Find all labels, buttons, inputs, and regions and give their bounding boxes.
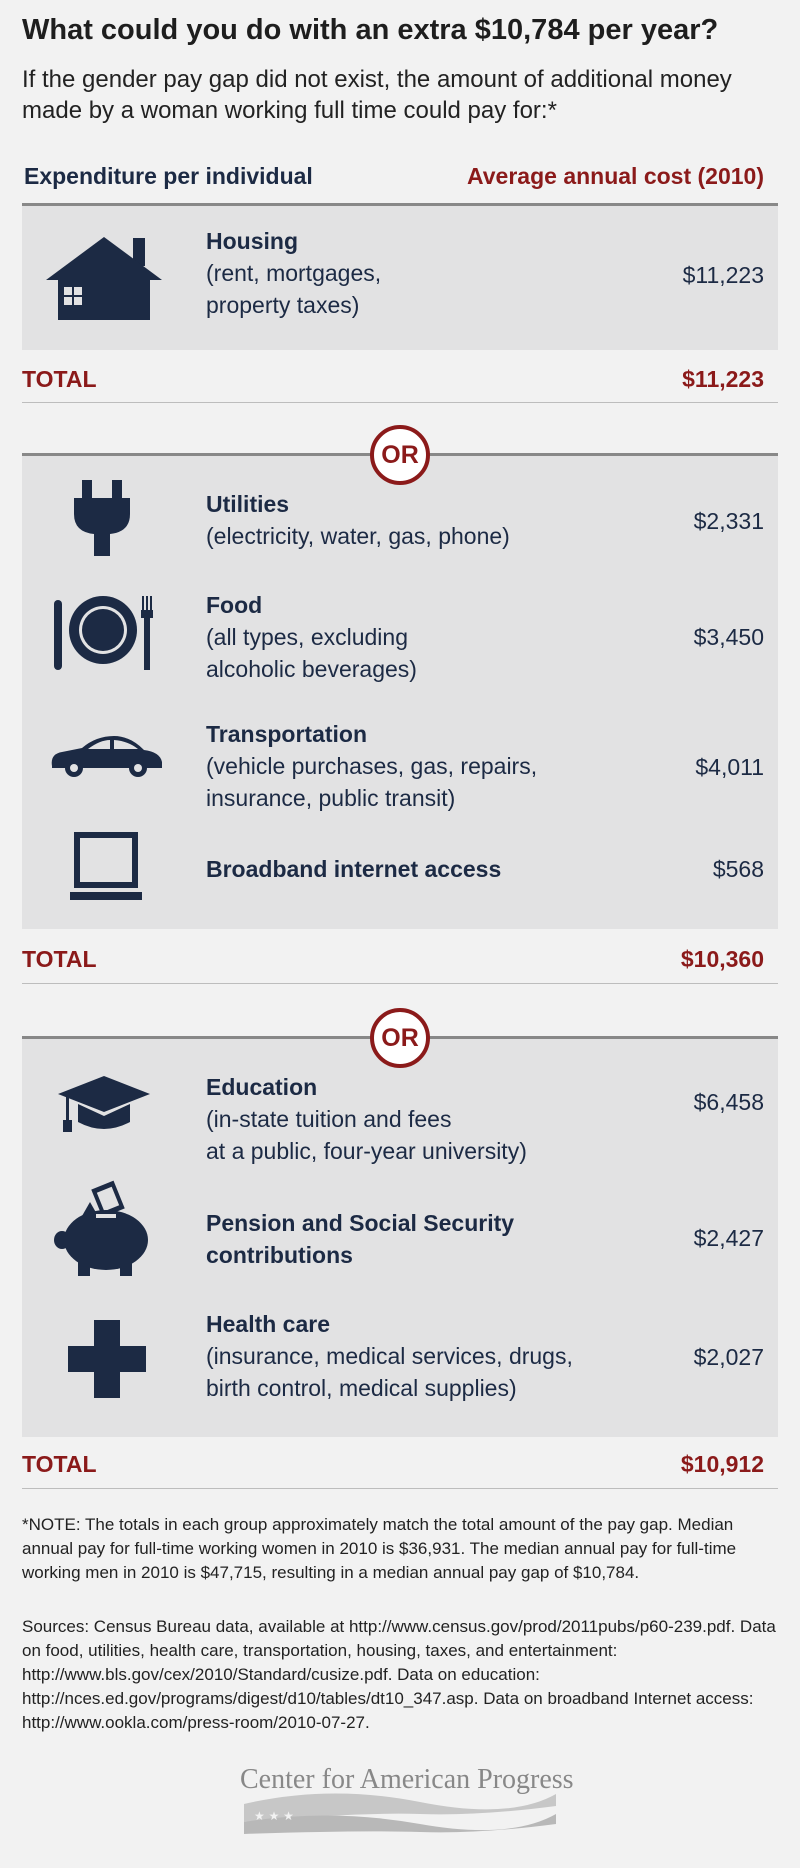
or-badge: OR xyxy=(370,425,430,485)
item-name: Transportation xyxy=(206,721,368,747)
pension-cost: $2,427 xyxy=(693,1225,764,1251)
item-detail: at a public, four-year university) xyxy=(206,1138,527,1164)
column-header-cost: Average annual cost (2010) xyxy=(467,163,764,189)
transportation-cost: $4,011 xyxy=(695,754,764,780)
group-3-panel xyxy=(22,1036,778,1437)
housing-label: Housing (rent, mortgages, property taxes… xyxy=(206,225,381,321)
item-name: Food xyxy=(206,592,263,618)
item-detail: (insurance, medical services, drugs, xyxy=(206,1343,573,1369)
food-label: Food (all types, excluding alcoholic bev… xyxy=(206,589,417,685)
plug-icon xyxy=(74,480,130,556)
divider xyxy=(22,1488,778,1489)
page-title: What could you do with an extra $10,784 … xyxy=(22,14,719,46)
house-icon xyxy=(46,237,162,320)
item-name: Health care xyxy=(206,1311,331,1337)
pension-label: Pension and Social Security contribution… xyxy=(206,1207,514,1271)
graduation-cap-icon xyxy=(58,1076,150,1132)
item-detail: (electricity, water, gas, phone) xyxy=(206,523,510,549)
item-name: Education xyxy=(206,1074,318,1100)
item-detail: (vehicle purchases, gas, repairs, xyxy=(206,753,538,779)
item-name: Utilities xyxy=(206,491,290,517)
utilities-cost: $2,331 xyxy=(693,508,764,534)
footnote-note: *NOTE: The totals in each group approxim… xyxy=(22,1515,737,1582)
housing-cost: $11,223 xyxy=(682,262,764,288)
broadband-cost: $568 xyxy=(712,856,764,882)
piggy-bank-icon xyxy=(54,1180,148,1276)
item-detail: property taxes) xyxy=(206,292,360,318)
logo-text[interactable]: Center for American Progress xyxy=(240,1764,574,1795)
item-detail: birth control, medical supplies) xyxy=(206,1375,517,1401)
page-subtitle: If the gender pay gap did not exist, the… xyxy=(22,66,732,124)
footnote-sources: Sources: Census Bureau data, available a… xyxy=(22,1617,776,1732)
item-name: Broadband internet access xyxy=(206,856,502,882)
item-detail: (rent, mortgages, xyxy=(206,260,382,286)
computer-icon xyxy=(70,832,142,900)
car-icon xyxy=(51,736,162,777)
item-detail: insurance, public transit) xyxy=(206,785,456,811)
item-name: Pension and Social Security xyxy=(206,1210,515,1236)
group-2-panel xyxy=(22,453,778,929)
utilities-label: Utilities (electricity, water, gas, phon… xyxy=(206,488,510,552)
health-care-cost: $2,027 xyxy=(693,1344,764,1370)
transportation-label: Transportation (vehicle purchases, gas, … xyxy=(206,718,537,814)
food-cost: $3,450 xyxy=(693,624,764,650)
item-name: Housing xyxy=(206,228,298,254)
health-care-label: Health care (insurance, medical services… xyxy=(206,1308,573,1404)
total-value: $11,223 xyxy=(682,366,764,392)
column-header-expenditure: Expenditure per individual xyxy=(24,163,313,189)
item-detail: (all types, excluding xyxy=(206,624,408,650)
broadband-label: Broadband internet access xyxy=(206,853,501,885)
education-label: Education (in-state tuition and fees at … xyxy=(206,1071,527,1167)
divider xyxy=(22,402,778,403)
total-label: TOTAL xyxy=(22,1451,97,1477)
education-cost: $6,458 xyxy=(693,1089,764,1115)
total-value: $10,912 xyxy=(680,1451,764,1477)
item-detail: alcoholic beverages) xyxy=(206,656,417,682)
total-value: $10,360 xyxy=(680,946,764,972)
total-label: TOTAL xyxy=(22,946,97,972)
total-label: TOTAL xyxy=(22,366,97,392)
item-detail: (in-state tuition and fees xyxy=(206,1106,452,1132)
medical-cross-icon xyxy=(68,1320,146,1398)
plate-icon xyxy=(54,596,153,670)
svg-text:★ ★ ★: ★ ★ ★ xyxy=(254,1809,294,1823)
logo-flag-graphic: ★ ★ ★ xyxy=(244,1793,556,1834)
item-name-continued: contributions xyxy=(206,1242,353,1268)
divider xyxy=(22,983,778,984)
or-badge: OR xyxy=(370,1008,430,1068)
